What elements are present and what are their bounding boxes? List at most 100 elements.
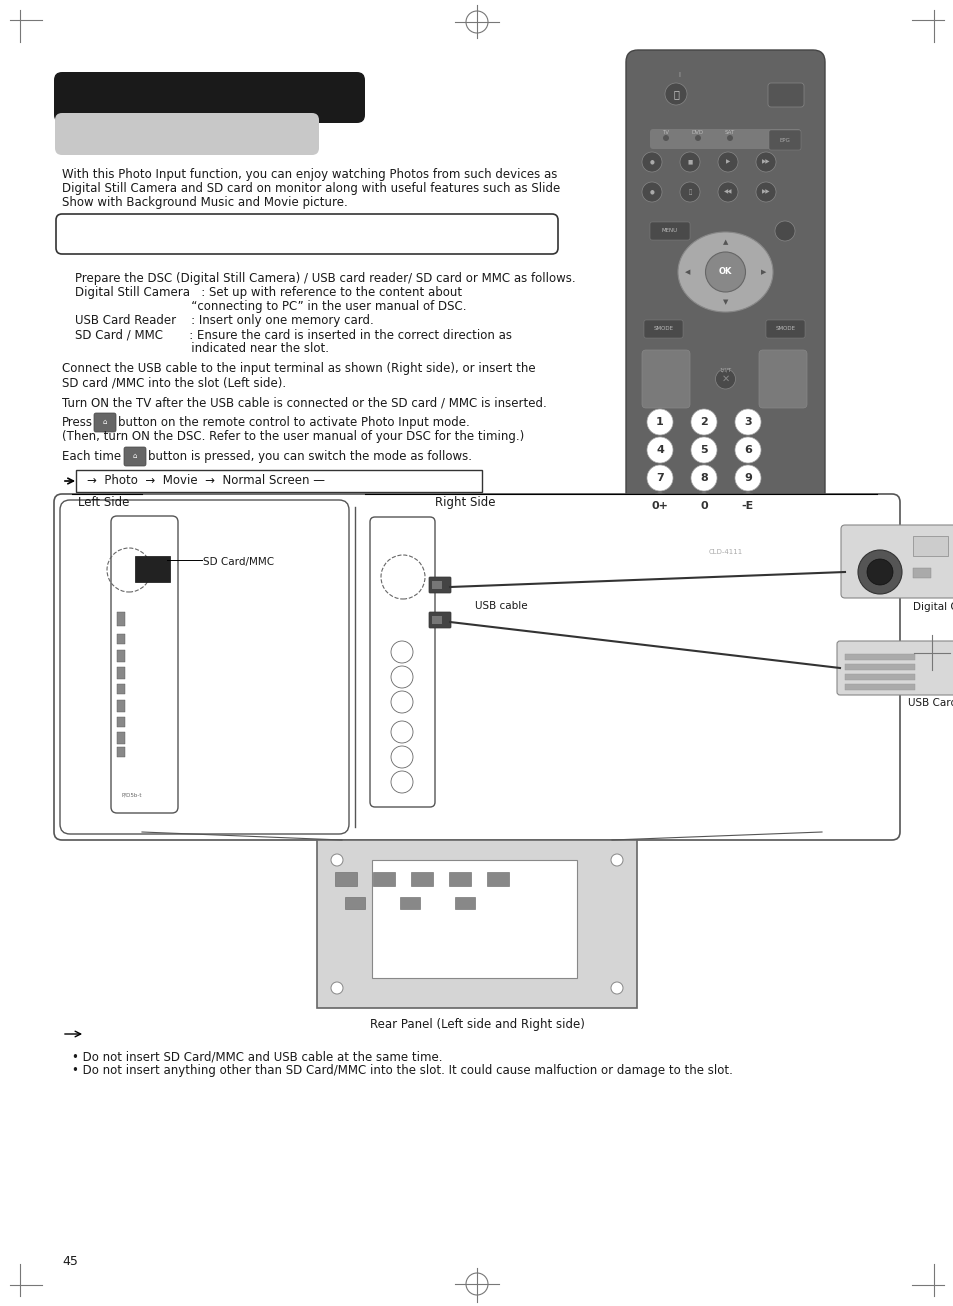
Bar <box>117 717 125 727</box>
Circle shape <box>734 465 760 491</box>
Bar <box>844 674 914 680</box>
Circle shape <box>391 746 413 768</box>
Bar <box>844 684 914 690</box>
Text: Digital Still Camera   : Set up with reference to the content about: Digital Still Camera : Set up with refer… <box>75 286 461 299</box>
Text: USB cable: USB cable <box>475 601 527 611</box>
Circle shape <box>718 182 738 202</box>
Text: Rear Panel (Left side and Right side): Rear Panel (Left side and Right side) <box>369 1017 584 1030</box>
FancyBboxPatch shape <box>767 84 803 107</box>
Circle shape <box>690 409 717 435</box>
Text: SD card /MMC into the slot (Left side).: SD card /MMC into the slot (Left side). <box>62 376 286 389</box>
Circle shape <box>644 546 670 572</box>
FancyBboxPatch shape <box>836 641 953 695</box>
Text: 3: 3 <box>743 417 751 427</box>
FancyBboxPatch shape <box>56 214 558 253</box>
Text: Digital Still Camera and SD card on monitor along with useful features such as S: Digital Still Camera and SD card on moni… <box>62 182 559 195</box>
Circle shape <box>664 84 686 104</box>
Text: ■: ■ <box>687 159 692 165</box>
Text: indicated near the slot.: indicated near the slot. <box>75 342 329 355</box>
Text: USB Card Reader    : Insert only one memory card.: USB Card Reader : Insert only one memory… <box>75 313 374 326</box>
Bar <box>117 731 125 744</box>
Bar <box>117 700 125 712</box>
Text: With this Photo Input function, you can enjoy watching Photos from such devices : With this Photo Input function, you can … <box>62 168 557 182</box>
Circle shape <box>754 546 781 572</box>
Circle shape <box>715 370 735 389</box>
Circle shape <box>641 151 661 172</box>
Bar <box>411 872 433 885</box>
Text: SMODE: SMODE <box>654 326 673 332</box>
Text: ⌂: ⌂ <box>132 453 137 458</box>
Text: 1: 1 <box>656 417 663 427</box>
FancyBboxPatch shape <box>94 413 116 432</box>
FancyBboxPatch shape <box>649 129 801 149</box>
Text: ◀: ◀ <box>684 269 689 276</box>
Text: TV: TV <box>661 131 669 136</box>
Text: 2: 2 <box>700 417 707 427</box>
Circle shape <box>391 691 413 713</box>
Text: 1/I/T: 1/I/T <box>719 367 731 372</box>
Ellipse shape <box>678 232 772 312</box>
Text: Press: Press <box>62 417 92 428</box>
Text: 0+: 0+ <box>651 502 668 511</box>
Bar <box>135 556 170 582</box>
Circle shape <box>734 438 760 464</box>
Text: →  Photo  →  Movie  →  Normal Screen —: → Photo → Movie → Normal Screen — <box>87 474 325 487</box>
Text: SAT: SAT <box>724 131 735 136</box>
Text: ⌂: ⌂ <box>103 419 107 424</box>
FancyBboxPatch shape <box>759 350 806 407</box>
Bar <box>117 633 125 644</box>
FancyBboxPatch shape <box>429 577 451 593</box>
FancyBboxPatch shape <box>429 613 451 628</box>
Circle shape <box>705 252 744 293</box>
Bar <box>912 535 947 556</box>
Circle shape <box>331 854 343 866</box>
FancyBboxPatch shape <box>765 320 804 338</box>
Circle shape <box>718 151 738 172</box>
Text: DVD: DVD <box>691 131 703 136</box>
Bar <box>117 613 125 626</box>
Bar <box>117 667 125 679</box>
Text: -E: -E <box>741 502 753 511</box>
Text: ⏸: ⏸ <box>688 189 691 195</box>
Bar <box>912 568 930 579</box>
Text: button is pressed, you can switch the mode as follows.: button is pressed, you can switch the mo… <box>148 451 472 464</box>
FancyBboxPatch shape <box>754 538 790 556</box>
Bar <box>117 684 125 693</box>
Text: CLD-4111: CLD-4111 <box>708 549 741 555</box>
Circle shape <box>734 409 760 435</box>
Text: ▶▶: ▶▶ <box>760 189 769 195</box>
Bar <box>335 872 356 885</box>
Text: 7: 7 <box>656 473 663 483</box>
Text: ✕: ✕ <box>720 374 729 384</box>
Circle shape <box>679 182 700 202</box>
Circle shape <box>646 492 672 518</box>
Text: SD Card/MMC: SD Card/MMC <box>203 556 274 567</box>
Text: USB Card Reader: USB Card Reader <box>907 697 953 708</box>
Circle shape <box>690 465 717 491</box>
Bar <box>432 581 441 589</box>
Text: 8: 8 <box>700 473 707 483</box>
Text: “connecting to PC” in the user manual of DSC.: “connecting to PC” in the user manual of… <box>75 300 466 313</box>
Circle shape <box>690 492 717 518</box>
FancyBboxPatch shape <box>111 516 178 814</box>
Text: SMODE: SMODE <box>775 326 795 332</box>
Text: P/D5b-t: P/D5b-t <box>121 793 141 798</box>
Bar <box>432 616 441 624</box>
FancyBboxPatch shape <box>54 494 899 840</box>
Circle shape <box>690 438 717 464</box>
Circle shape <box>726 135 732 141</box>
Text: • Do not insert SD Card/MMC and USB cable at the same time.: • Do not insert SD Card/MMC and USB cabl… <box>71 1050 442 1063</box>
Bar <box>455 897 475 909</box>
Bar <box>399 897 419 909</box>
Text: Digital Camera: Digital Camera <box>912 602 953 613</box>
Bar <box>76 470 481 492</box>
Text: ▲: ▲ <box>722 239 727 246</box>
Bar <box>373 872 395 885</box>
Text: I: I <box>678 72 679 78</box>
Text: SD Card / MMC       : Ensure the card is inserted in the correct direction as: SD Card / MMC : Ensure the card is inser… <box>75 328 512 341</box>
Circle shape <box>679 151 700 172</box>
Circle shape <box>646 409 672 435</box>
Text: ●: ● <box>649 159 654 165</box>
FancyBboxPatch shape <box>841 525 953 598</box>
Bar <box>345 897 365 909</box>
